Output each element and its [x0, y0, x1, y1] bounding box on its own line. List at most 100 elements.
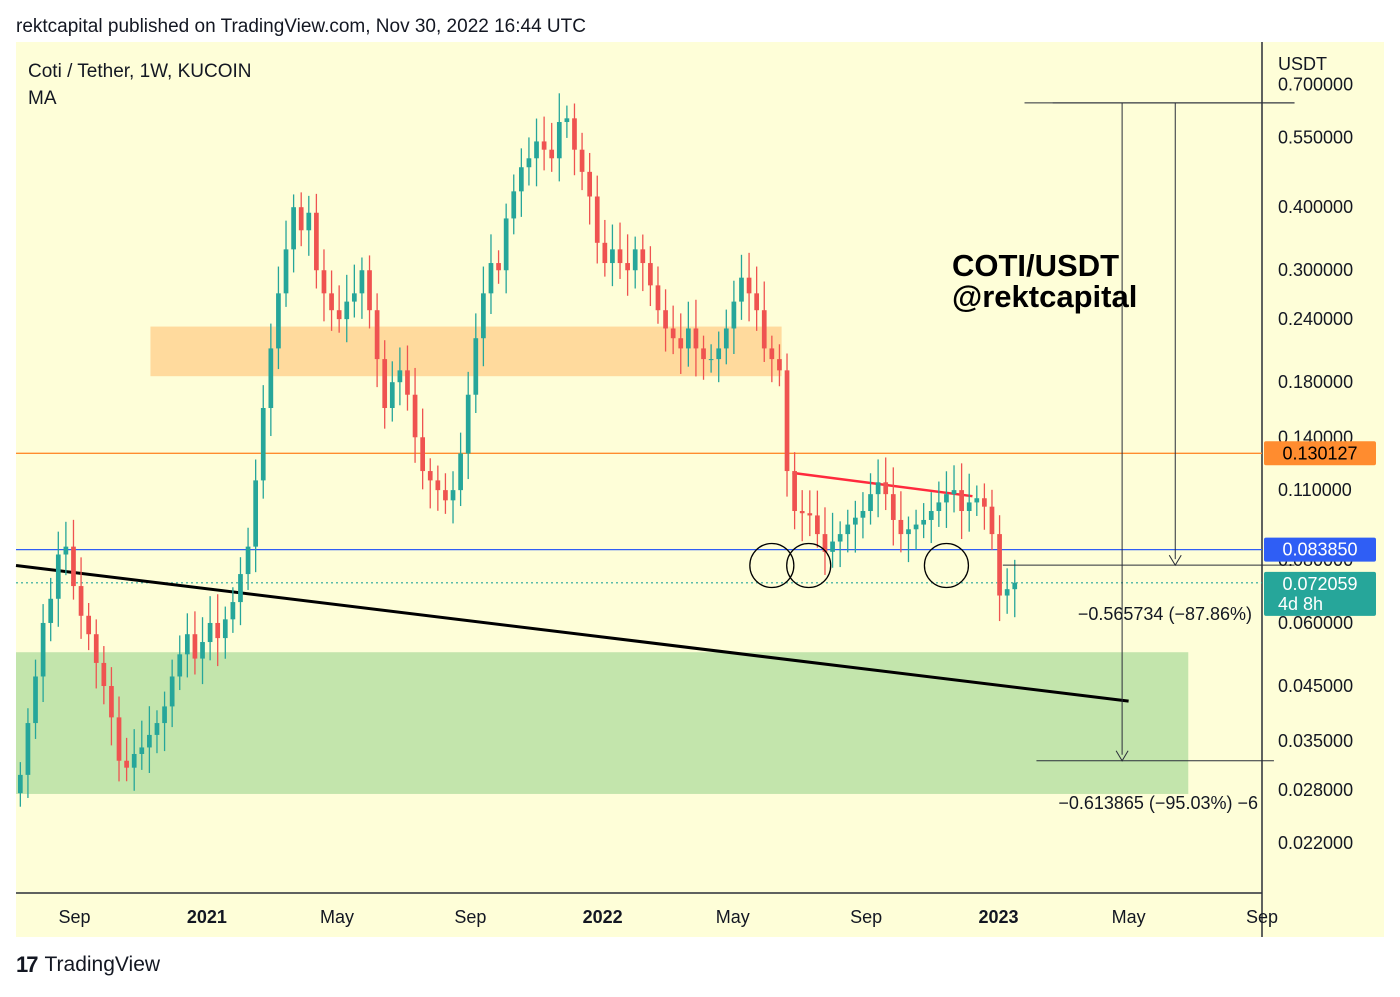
candle-body[interactable]	[306, 212, 312, 231]
candle-body[interactable]	[458, 453, 463, 491]
candle-body[interactable]	[268, 348, 274, 409]
candle-body[interactable]	[344, 301, 350, 320]
candle-body[interactable]	[663, 310, 668, 329]
candle-body[interactable]	[503, 218, 509, 271]
candle-body[interactable]	[124, 760, 129, 768]
candle-body[interactable]	[184, 634, 190, 655]
candle-body[interactable]	[427, 471, 433, 481]
candle-body[interactable]	[799, 511, 805, 514]
candle-body[interactable]	[450, 490, 456, 501]
candle-body[interactable]	[648, 263, 653, 286]
tradingview-footer[interactable]: 17 TradingView	[16, 952, 160, 978]
candle-body[interactable]	[131, 753, 137, 768]
candle-body[interactable]	[534, 141, 539, 159]
candle-body[interactable]	[162, 706, 167, 724]
candle-body[interactable]	[966, 502, 972, 512]
candle-body[interactable]	[777, 359, 782, 371]
candle-body[interactable]	[488, 263, 494, 294]
candle-body[interactable]	[314, 212, 319, 271]
candle-body[interactable]	[564, 118, 570, 123]
candle-body[interactable]	[245, 546, 251, 575]
candle-body[interactable]	[389, 382, 395, 409]
candle-body[interactable]	[215, 622, 221, 639]
candle-body[interactable]	[147, 734, 152, 748]
candle-body[interactable]	[412, 394, 418, 438]
candle-body[interactable]	[109, 686, 114, 718]
candle-body[interactable]	[473, 338, 479, 395]
candle-body[interactable]	[526, 158, 532, 168]
candle-body[interactable]	[276, 293, 281, 349]
candle-body[interactable]	[86, 615, 92, 635]
candle-body[interactable]	[222, 619, 228, 639]
candle-body[interactable]	[693, 328, 699, 349]
candle-body[interactable]	[541, 141, 547, 150]
candle-body[interactable]	[177, 654, 183, 677]
candle-body[interactable]	[769, 348, 775, 360]
candle-body[interactable]	[351, 293, 357, 302]
candle-body[interactable]	[625, 263, 630, 271]
candle-body[interactable]	[116, 717, 122, 761]
candle-body[interactable]	[974, 498, 980, 503]
candle-body[interactable]	[55, 554, 61, 599]
candle-body[interactable]	[397, 370, 403, 383]
candle-body[interactable]	[890, 494, 896, 520]
candle-body[interactable]	[465, 394, 471, 454]
candle-body[interactable]	[93, 634, 99, 663]
candle-body[interactable]	[200, 642, 205, 659]
candle-body[interactable]	[739, 277, 744, 302]
candle-body[interactable]	[405, 370, 410, 395]
candle-body[interactable]	[71, 546, 76, 587]
candle-body[interactable]	[868, 494, 873, 512]
candle-body[interactable]	[101, 662, 107, 687]
candle-body[interactable]	[982, 498, 987, 507]
candle-body[interactable]	[845, 524, 851, 535]
candle-body[interactable]	[587, 171, 593, 197]
candle-body[interactable]	[283, 249, 289, 294]
candle-body[interactable]	[253, 480, 259, 547]
candle-body[interactable]	[898, 519, 904, 535]
candle-body[interactable]	[443, 490, 448, 501]
candle-body[interactable]	[579, 149, 585, 172]
candle-body[interactable]	[670, 328, 676, 339]
candle-body[interactable]	[610, 249, 615, 264]
candle-body[interactable]	[716, 348, 722, 360]
candle-body[interactable]	[1004, 589, 1010, 596]
candle-body[interactable]	[928, 511, 934, 520]
candle-body[interactable]	[906, 529, 911, 535]
candle-body[interactable]	[291, 207, 296, 250]
candle-body[interactable]	[192, 634, 198, 659]
candle-body[interactable]	[230, 602, 236, 620]
candle-body[interactable]	[382, 359, 388, 409]
candle-body[interactable]	[852, 517, 858, 525]
candle-body[interactable]	[260, 408, 266, 481]
candle-body[interactable]	[655, 285, 661, 311]
candle-body[interactable]	[298, 207, 304, 231]
candle-body[interactable]	[78, 586, 84, 616]
candle-body[interactable]	[40, 622, 46, 677]
candle-body[interactable]	[139, 747, 145, 754]
candle-body[interactable]	[518, 167, 524, 192]
candle-body[interactable]	[632, 249, 638, 271]
candle-body[interactable]	[435, 480, 441, 491]
candle-body[interactable]	[731, 301, 737, 329]
candle-body[interactable]	[815, 515, 820, 535]
candle-body[interactable]	[374, 310, 380, 360]
candle-body[interactable]	[321, 270, 327, 294]
candle-body[interactable]	[481, 293, 486, 339]
candle-body[interactable]	[572, 118, 577, 150]
candle-body[interactable]	[359, 270, 365, 294]
candle-body[interactable]	[511, 191, 517, 219]
candle-body[interactable]	[602, 242, 608, 264]
candle-body[interactable]	[944, 494, 949, 503]
candle-body[interactable]	[367, 270, 372, 311]
candle-body[interactable]	[48, 598, 54, 623]
candle-body[interactable]	[25, 723, 31, 775]
candle-body[interactable]	[617, 249, 623, 264]
candle-body[interactable]	[746, 277, 752, 294]
candle-body[interactable]	[420, 437, 426, 472]
candle-body[interactable]	[951, 490, 957, 495]
candle-body[interactable]	[754, 293, 760, 311]
candle-body[interactable]	[830, 541, 835, 552]
